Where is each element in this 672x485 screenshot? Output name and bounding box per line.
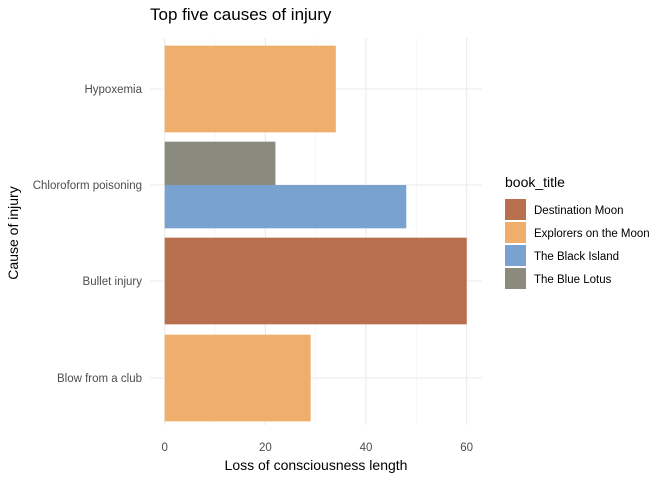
chart-title: Top five causes of injury xyxy=(150,5,332,24)
legend-swatch xyxy=(505,245,526,266)
x-tick-label: 60 xyxy=(460,442,473,454)
legend-title: book_title xyxy=(505,174,565,190)
x-tick-label: 0 xyxy=(161,442,167,454)
bar xyxy=(164,185,407,229)
y-tick-label: Blow from a club xyxy=(57,373,142,385)
y-tick-label: Bullet injury xyxy=(83,276,143,288)
y-tick-label: Hypoxemia xyxy=(84,84,142,96)
x-tick-labels: 0 20 40 60 xyxy=(161,442,473,454)
legend-swatch xyxy=(505,268,526,289)
y-tick-labels: Hypoxemia Chloroform poisoning Bullet inju… xyxy=(33,84,143,385)
legend-label: The Black Island xyxy=(534,251,619,263)
bar xyxy=(164,334,311,422)
y-tick-label: Chloroform poisoning xyxy=(33,180,142,192)
legend-swatch xyxy=(505,222,526,243)
x-tick-label: 40 xyxy=(360,442,373,454)
legend-label: Explorers on the Moon xyxy=(534,228,650,240)
y-axis-label: Cause of injury xyxy=(5,186,21,279)
bar xyxy=(164,45,336,133)
legend-swatch xyxy=(505,199,526,220)
legend-label: Destination Moon xyxy=(534,205,624,217)
bar xyxy=(164,141,276,185)
legend-label: The Blue Lotus xyxy=(534,274,612,286)
bar xyxy=(164,237,467,325)
legend: book_title Destination Moon Explorers on … xyxy=(505,174,650,289)
bars xyxy=(164,45,467,422)
x-axis-label: Loss of consciousness length xyxy=(225,457,408,473)
x-tick-label: 20 xyxy=(259,442,272,454)
